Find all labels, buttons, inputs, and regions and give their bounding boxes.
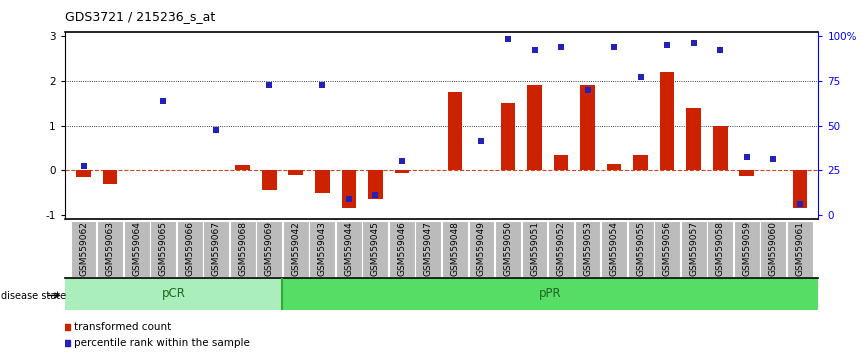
- Text: GSM559049: GSM559049: [477, 221, 486, 276]
- Text: GSM559058: GSM559058: [715, 221, 725, 276]
- Bar: [236, 165, 250, 170]
- FancyBboxPatch shape: [654, 221, 680, 277]
- Text: GSM559057: GSM559057: [689, 221, 698, 276]
- Text: GSM559046: GSM559046: [397, 221, 406, 276]
- Bar: [262, 170, 276, 190]
- Text: GSM559067: GSM559067: [211, 221, 221, 276]
- FancyBboxPatch shape: [575, 221, 600, 277]
- Bar: [580, 85, 595, 170]
- Text: GSM559068: GSM559068: [238, 221, 247, 276]
- Text: GSM559042: GSM559042: [291, 221, 301, 276]
- Bar: [553, 155, 568, 170]
- Bar: [315, 170, 330, 193]
- Text: GSM559060: GSM559060: [769, 221, 778, 276]
- Text: GSM559044: GSM559044: [345, 221, 353, 276]
- FancyBboxPatch shape: [548, 221, 574, 277]
- FancyBboxPatch shape: [283, 221, 308, 277]
- Text: GSM559051: GSM559051: [530, 221, 539, 276]
- Bar: [501, 103, 515, 170]
- Text: GSM559055: GSM559055: [637, 221, 645, 276]
- Text: GSM559048: GSM559048: [450, 221, 460, 276]
- Bar: [368, 170, 383, 199]
- FancyBboxPatch shape: [336, 221, 362, 277]
- FancyBboxPatch shape: [389, 221, 415, 277]
- Bar: [740, 170, 754, 176]
- Text: GSM559064: GSM559064: [132, 221, 141, 276]
- Text: GSM559063: GSM559063: [106, 221, 114, 276]
- Text: GSM559069: GSM559069: [265, 221, 274, 276]
- Text: GSM559052: GSM559052: [557, 221, 565, 276]
- Bar: [713, 126, 727, 170]
- Bar: [341, 170, 356, 208]
- Bar: [288, 170, 303, 175]
- FancyBboxPatch shape: [681, 221, 707, 277]
- Bar: [282, 278, 818, 310]
- Text: GSM559050: GSM559050: [503, 221, 513, 276]
- Text: GSM559045: GSM559045: [371, 221, 380, 276]
- FancyBboxPatch shape: [416, 221, 442, 277]
- FancyBboxPatch shape: [708, 221, 734, 277]
- Bar: [527, 85, 542, 170]
- FancyBboxPatch shape: [150, 221, 176, 277]
- Text: disease state: disease state: [1, 291, 66, 301]
- FancyBboxPatch shape: [177, 221, 203, 277]
- Bar: [660, 72, 675, 170]
- FancyBboxPatch shape: [760, 221, 786, 277]
- Text: pCR: pCR: [162, 287, 185, 300]
- Bar: [633, 155, 648, 170]
- FancyBboxPatch shape: [309, 221, 335, 277]
- FancyBboxPatch shape: [628, 221, 654, 277]
- Text: GSM559065: GSM559065: [158, 221, 168, 276]
- Text: GDS3721 / 215236_s_at: GDS3721 / 215236_s_at: [65, 10, 215, 23]
- FancyBboxPatch shape: [229, 221, 255, 277]
- FancyBboxPatch shape: [787, 221, 812, 277]
- Bar: [103, 170, 118, 184]
- FancyBboxPatch shape: [469, 221, 494, 277]
- FancyBboxPatch shape: [71, 221, 96, 277]
- Bar: [792, 170, 807, 208]
- FancyBboxPatch shape: [521, 221, 547, 277]
- Bar: [607, 164, 622, 170]
- FancyBboxPatch shape: [442, 221, 468, 277]
- Text: GSM559059: GSM559059: [742, 221, 751, 276]
- Text: GSM559056: GSM559056: [662, 221, 672, 276]
- FancyBboxPatch shape: [256, 221, 282, 277]
- Bar: [65, 278, 282, 310]
- FancyBboxPatch shape: [97, 221, 123, 277]
- Text: GSM559061: GSM559061: [795, 221, 805, 276]
- Text: GSM559066: GSM559066: [185, 221, 194, 276]
- FancyBboxPatch shape: [734, 221, 759, 277]
- Bar: [395, 170, 409, 172]
- Text: GSM559047: GSM559047: [423, 221, 433, 276]
- Text: GSM559043: GSM559043: [318, 221, 326, 276]
- Bar: [687, 108, 701, 170]
- FancyBboxPatch shape: [362, 221, 388, 277]
- Bar: [448, 92, 462, 170]
- Text: GSM559062: GSM559062: [79, 221, 88, 276]
- FancyBboxPatch shape: [601, 221, 627, 277]
- Text: pPR: pPR: [540, 287, 562, 300]
- FancyBboxPatch shape: [495, 221, 521, 277]
- FancyBboxPatch shape: [204, 221, 229, 277]
- Text: percentile rank within the sample: percentile rank within the sample: [74, 338, 250, 348]
- Bar: [76, 170, 91, 177]
- Text: GSM559053: GSM559053: [583, 221, 592, 276]
- Text: transformed count: transformed count: [74, 322, 171, 332]
- Text: GSM559054: GSM559054: [610, 221, 618, 276]
- FancyBboxPatch shape: [124, 221, 150, 277]
